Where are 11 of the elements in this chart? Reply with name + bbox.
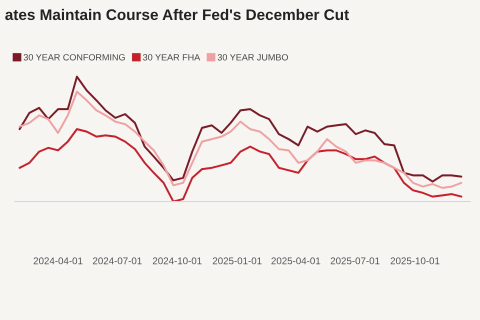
legend-label: 30 YEAR JUMBO [218,54,288,60]
legend-label: 30 YEAR FHA [143,54,200,60]
chart-title: ates Maintain Course After Fed's December Cut [5,8,349,20]
x-tick-label: 2025-10-01 [390,257,440,264]
x-tick-label: 2024-07-01 [92,257,142,264]
legend-label: 30 YEAR CONFORMING [24,54,125,60]
x-tick-label: 2025-07-01 [330,257,380,264]
x-tick-label: 2025-04-01 [271,257,320,264]
x-tick-label: 2024-04-01 [34,257,82,264]
x-tick-label: 2025-01-01 [212,257,262,264]
x-tick-label: 2024-10-01 [152,257,202,264]
